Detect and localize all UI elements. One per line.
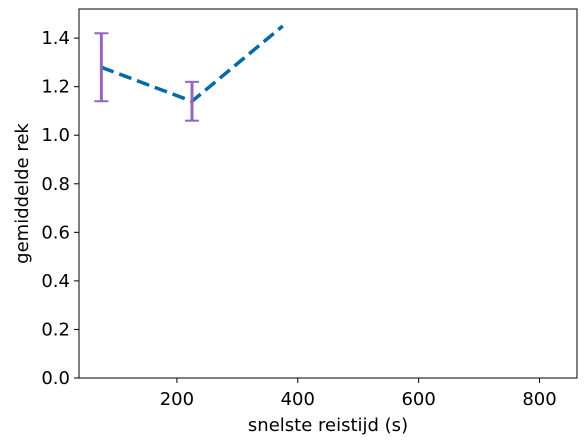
error-bar-0 <box>94 32 109 103</box>
y-tick-label: 1.4 <box>41 28 70 49</box>
y-tick-label: 1.2 <box>41 77 70 98</box>
x-axis: 200 400 600 800 <box>160 378 557 410</box>
y-tick-label: 0.0 <box>41 368 70 389</box>
plot-frame <box>78 8 578 379</box>
x-axis-label: snelste reistijd (s) <box>248 415 408 436</box>
x-tick-label: 400 <box>281 389 315 410</box>
y-axis: 0.0 0.2 0.4 0.6 0.8 1.0 1.2 1.4 <box>41 28 79 389</box>
x-tick-label: 200 <box>160 389 194 410</box>
y-tick-label: 0.2 <box>41 319 70 340</box>
y-tick-label: 0.6 <box>41 222 70 243</box>
error-bar-1 <box>185 80 200 122</box>
x-tick-label: 600 <box>401 389 435 410</box>
plot-area <box>94 24 284 122</box>
y-tick-label: 1.0 <box>41 125 70 146</box>
x-tick-label: 800 <box>522 389 556 410</box>
y-tick-label: 0.4 <box>41 271 70 292</box>
y-tick-label: 0.8 <box>41 174 70 195</box>
y-axis-label: gemiddelde rek <box>12 123 33 264</box>
